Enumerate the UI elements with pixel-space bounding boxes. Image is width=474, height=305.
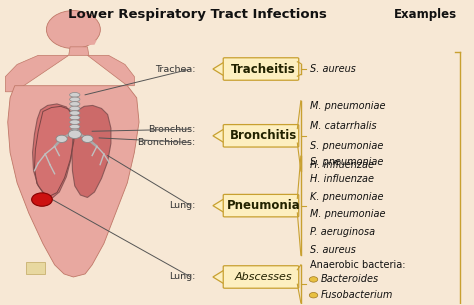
Text: Abscesses: Abscesses — [235, 272, 292, 282]
Circle shape — [68, 130, 82, 138]
Polygon shape — [213, 199, 225, 213]
Ellipse shape — [70, 111, 80, 115]
Ellipse shape — [70, 106, 80, 111]
Ellipse shape — [70, 124, 80, 129]
Text: H. influenzae: H. influenzae — [310, 160, 374, 170]
Text: Pneumonia: Pneumonia — [227, 199, 300, 212]
Text: Tracheitis: Tracheitis — [231, 63, 296, 76]
Polygon shape — [59, 40, 97, 46]
Text: Lung:: Lung: — [169, 201, 195, 210]
Polygon shape — [213, 129, 225, 143]
Polygon shape — [72, 106, 111, 197]
Text: M. pneumoniae: M. pneumoniae — [310, 210, 386, 219]
Polygon shape — [5, 55, 69, 92]
Polygon shape — [27, 262, 45, 274]
Text: S. pneumoniae: S. pneumoniae — [310, 156, 383, 167]
Text: Bronchitis: Bronchitis — [230, 129, 297, 142]
Text: Trachea:: Trachea: — [155, 64, 195, 74]
Circle shape — [56, 135, 67, 142]
FancyBboxPatch shape — [223, 124, 299, 147]
Ellipse shape — [70, 97, 80, 102]
Text: Lower Respiratory Tract Infections: Lower Respiratory Tract Infections — [68, 8, 327, 21]
FancyBboxPatch shape — [223, 266, 299, 288]
FancyBboxPatch shape — [223, 194, 299, 217]
Text: Anaerobic bacteria:: Anaerobic bacteria: — [310, 260, 406, 271]
Ellipse shape — [70, 102, 80, 106]
Text: M. pneumoniae: M. pneumoniae — [310, 101, 386, 111]
Circle shape — [32, 193, 52, 206]
Text: Bronchioles:: Bronchioles: — [137, 138, 195, 147]
Polygon shape — [33, 104, 73, 198]
Text: M. catarrhalis: M. catarrhalis — [310, 121, 377, 131]
Ellipse shape — [46, 11, 100, 48]
Text: K. pneumoniae: K. pneumoniae — [310, 192, 384, 202]
Text: Bacteroides: Bacteroides — [320, 274, 379, 284]
Text: H. influenzae: H. influenzae — [310, 174, 374, 184]
Circle shape — [310, 292, 318, 298]
Circle shape — [310, 277, 318, 282]
Text: Fusobacterium: Fusobacterium — [320, 290, 393, 300]
Polygon shape — [69, 47, 89, 55]
Polygon shape — [8, 86, 139, 277]
Text: Bronchus:: Bronchus: — [148, 125, 195, 134]
Text: Examples: Examples — [394, 8, 457, 21]
Ellipse shape — [70, 92, 80, 97]
Text: S. pneumoniae: S. pneumoniae — [310, 141, 383, 151]
Circle shape — [82, 135, 93, 142]
Ellipse shape — [70, 120, 80, 124]
Ellipse shape — [70, 129, 80, 134]
Polygon shape — [213, 62, 225, 76]
Polygon shape — [88, 55, 134, 86]
Ellipse shape — [70, 115, 80, 120]
Polygon shape — [213, 270, 225, 284]
Text: P. aeruginosa: P. aeruginosa — [310, 227, 375, 237]
Text: Lung:: Lung: — [169, 272, 195, 282]
Text: S. aureus: S. aureus — [310, 64, 356, 74]
Text: S. aureus: S. aureus — [310, 245, 356, 255]
FancyBboxPatch shape — [223, 58, 299, 80]
